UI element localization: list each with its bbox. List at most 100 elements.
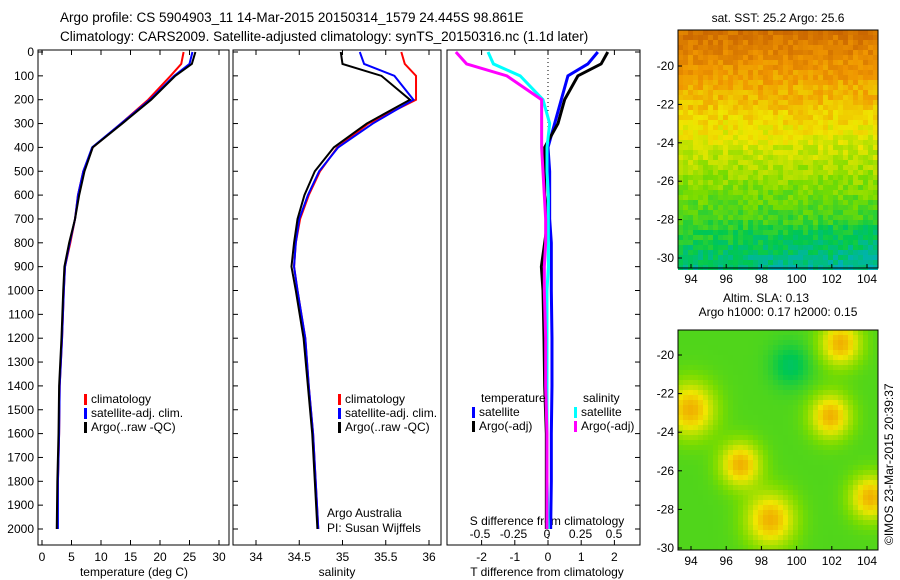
sla-cell (868, 335, 873, 340)
sst-cell (873, 235, 878, 240)
sst-cell (743, 190, 748, 195)
sst-cell (783, 45, 788, 50)
sla-cell (818, 465, 823, 470)
sla-cell (858, 490, 863, 495)
sla-cell (728, 330, 733, 335)
sst-cell (778, 190, 783, 195)
sla-cell (753, 420, 758, 425)
sst-cell (683, 70, 688, 75)
sla-cell (688, 365, 693, 370)
sst-cell (813, 145, 818, 150)
sst-cell (728, 155, 733, 160)
sla-cell (678, 400, 683, 405)
sst-cell (803, 210, 808, 215)
sla-cell (868, 350, 873, 355)
sla-cell (728, 525, 733, 530)
sla-cell (778, 365, 783, 370)
sst-cell (823, 250, 828, 255)
sla-cell (863, 405, 868, 410)
difference-panel: -2 -1 0 1 2T difference from climatology-0.5… (446, 49, 641, 579)
sst-cell (678, 225, 683, 230)
sst-cell (713, 150, 718, 155)
sst-cell (778, 60, 783, 65)
sst-cell (833, 180, 838, 185)
sla-cell (828, 525, 833, 530)
sla-cell (678, 415, 683, 420)
sst-cell (823, 240, 828, 245)
sla-cell (843, 375, 848, 380)
sst-cell (778, 175, 783, 180)
sla-cell (743, 345, 748, 350)
sla-cell (813, 375, 818, 380)
sst-cell (703, 200, 708, 205)
sst-cell (688, 80, 693, 85)
sla-cell (693, 480, 698, 485)
sst-cell (803, 215, 808, 220)
sst-cell (858, 140, 863, 145)
sla-cell (698, 540, 703, 545)
sst-cell (703, 120, 708, 125)
sst-cell (713, 250, 718, 255)
sla-cell (703, 370, 708, 375)
sla-cell (743, 455, 748, 460)
sla-cell (683, 345, 688, 350)
sst-cell (763, 100, 768, 105)
sla-cell (818, 445, 823, 450)
sla-cell (693, 345, 698, 350)
sla-cell (678, 480, 683, 485)
sst-cell (828, 150, 833, 155)
sst-cell (848, 230, 853, 235)
sst-cell (843, 170, 848, 175)
sst-cell (783, 200, 788, 205)
sla-cell (733, 520, 738, 525)
sla-cell (768, 365, 773, 370)
sst-cell (803, 180, 808, 185)
map-frame (677, 329, 879, 551)
sst-cell (728, 70, 733, 75)
sst-cell (788, 90, 793, 95)
sla-cell (748, 535, 753, 540)
sst-cell (808, 135, 813, 140)
sst-cell (778, 80, 783, 85)
sla-cell (793, 505, 798, 510)
sst-cell (758, 175, 763, 180)
sst-cell (828, 230, 833, 235)
sla-cell (803, 495, 808, 500)
sst-cell (813, 40, 818, 45)
sla-cell (833, 390, 838, 395)
sst-cell (748, 75, 753, 80)
sst-cell (838, 90, 843, 95)
sla-cell (738, 485, 743, 490)
sst-cell (798, 125, 803, 130)
sst-cell (758, 215, 763, 220)
sst-cell (793, 50, 798, 55)
sst-cell (718, 40, 723, 45)
sla-cell (838, 530, 843, 535)
sst-cell (798, 45, 803, 50)
sst-cell (678, 260, 683, 265)
temperature-legend-label: satellite-adj. clim. (91, 406, 183, 420)
sst-cell (763, 125, 768, 130)
sla-cell (713, 470, 718, 475)
sla-cell (843, 420, 848, 425)
sst-cell (833, 30, 838, 35)
sla-cell (743, 440, 748, 445)
depth-tick-label: 2000 (7, 522, 34, 536)
salinity-tick-label: 34 (249, 550, 263, 564)
sla-cell (873, 530, 878, 535)
sla-cell (773, 505, 778, 510)
sla-cell (823, 405, 828, 410)
sla-cell (783, 545, 788, 550)
sla-cell (803, 470, 808, 475)
sst-cell (753, 120, 758, 125)
sst-cell (818, 90, 823, 95)
sst-cell (683, 170, 688, 175)
sla-cell (718, 350, 723, 355)
longitude-tick-label: 104 (857, 554, 877, 568)
sla-cell (843, 460, 848, 465)
sst-cell (868, 255, 873, 260)
sst-cell (713, 245, 718, 250)
sla-cell (843, 465, 848, 470)
sla-cell (858, 405, 863, 410)
sla-cell (863, 340, 868, 345)
